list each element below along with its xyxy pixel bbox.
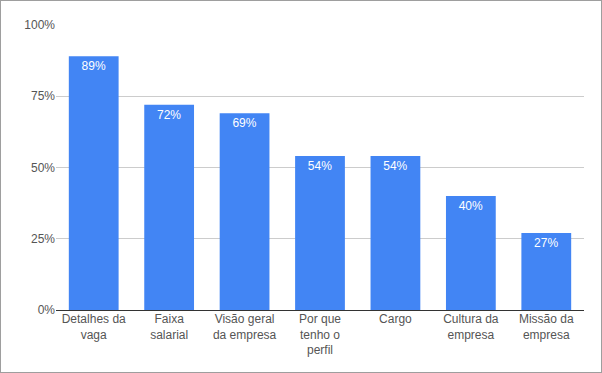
svg-text:Por quetenho operfil: Por quetenho operfil (299, 312, 341, 357)
svg-text:Cargo: Cargo (379, 312, 412, 326)
svg-text:Visão geralda empresa: Visão geralda empresa (213, 312, 277, 342)
svg-text:54%: 54% (383, 159, 407, 173)
svg-text:Faixasalarial: Faixasalarial (150, 312, 188, 342)
svg-text:Cultura daempresa: Cultura daempresa (443, 312, 499, 342)
svg-text:Detalhes davaga: Detalhes davaga (62, 312, 126, 342)
svg-text:Missão daempresa: Missão daempresa (519, 312, 574, 342)
svg-text:27%: 27% (534, 236, 558, 250)
svg-text:25%: 25% (31, 232, 55, 246)
svg-text:75%: 75% (31, 89, 55, 103)
svg-text:50%: 50% (31, 161, 55, 175)
svg-text:100%: 100% (24, 18, 55, 32)
svg-text:72%: 72% (157, 108, 181, 122)
svg-text:0%: 0% (38, 303, 56, 317)
svg-text:40%: 40% (459, 199, 483, 213)
svg-text:89%: 89% (82, 59, 106, 73)
svg-text:69%: 69% (232, 116, 256, 130)
svg-text:54%: 54% (308, 159, 332, 173)
